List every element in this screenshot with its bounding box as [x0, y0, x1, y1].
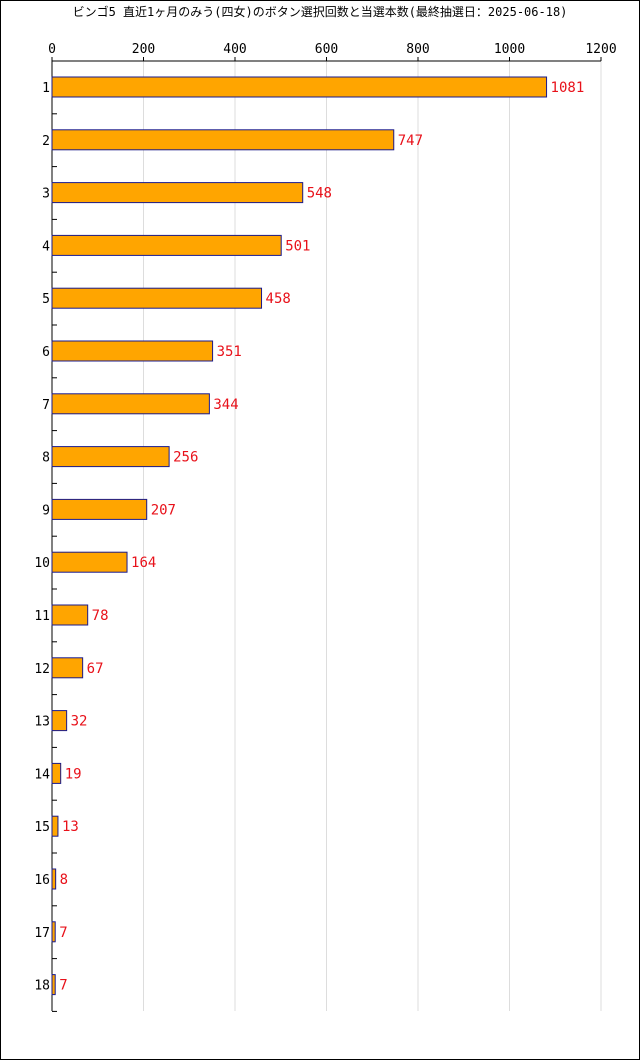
y-category-label: 15 — [34, 820, 50, 835]
data-label-15: 13 — [62, 819, 79, 835]
y-category-label: 6 — [42, 345, 50, 360]
x-tick-label: 800 — [406, 42, 429, 57]
data-label-17: 7 — [59, 925, 67, 941]
data-label-18: 7 — [59, 978, 67, 994]
y-category-label: 4 — [42, 239, 50, 254]
data-label-8: 256 — [173, 450, 198, 466]
data-label-2: 747 — [398, 133, 423, 149]
data-label-5: 458 — [266, 291, 291, 307]
y-category-label: 10 — [34, 556, 50, 571]
data-label-1: 1081 — [551, 80, 585, 96]
data-label-12: 67 — [87, 661, 104, 677]
bar-10 — [51, 551, 128, 573]
bar-1 — [51, 76, 548, 98]
bar-2 — [51, 129, 395, 151]
data-label-4: 501 — [285, 238, 310, 254]
y-category-label: 7 — [42, 398, 50, 413]
bar-6 — [51, 340, 214, 362]
bar-13 — [51, 710, 68, 732]
bar-4 — [51, 234, 282, 256]
bar-8 — [51, 446, 170, 468]
data-label-6: 351 — [217, 344, 242, 360]
bar-18 — [51, 974, 56, 996]
y-category-label: 12 — [34, 662, 50, 677]
chart-title: ビンゴ5 直近1ヶ月のみう(四女)のボタン選択回数と当選本数(最終抽選日：202… — [72, 5, 568, 19]
data-label-3: 548 — [307, 186, 332, 202]
y-category-label: 17 — [34, 926, 50, 941]
data-label-14: 19 — [65, 766, 82, 782]
bar-15 — [51, 815, 59, 837]
x-tick-label: 400 — [223, 42, 246, 57]
x-tick-label: 1000 — [494, 42, 525, 57]
y-category-label: 3 — [42, 187, 50, 202]
bar-7 — [51, 393, 210, 415]
data-label-13: 32 — [71, 714, 88, 730]
bar-3 — [51, 182, 304, 204]
y-category-label: 18 — [34, 979, 50, 994]
bar-17 — [51, 921, 56, 943]
x-tick-label: 600 — [315, 42, 338, 57]
y-category-label: 16 — [34, 873, 50, 888]
x-tick-label: 200 — [132, 42, 155, 57]
y-category-label: 11 — [34, 609, 50, 624]
y-category-label: 5 — [42, 292, 50, 307]
bar-9 — [51, 498, 148, 520]
y-category-label: 2 — [42, 134, 50, 149]
bar-16 — [51, 868, 57, 890]
data-label-7: 344 — [213, 397, 238, 413]
y-category-label: 1 — [42, 81, 50, 96]
bar-5 — [51, 287, 263, 309]
data-label-10: 164 — [131, 555, 156, 571]
y-category-label: 14 — [34, 767, 50, 782]
y-category-label: 9 — [42, 503, 50, 518]
bar-11 — [51, 604, 89, 626]
x-tick-label: 1200 — [585, 42, 616, 57]
y-category-label: 8 — [42, 451, 50, 466]
data-label-9: 207 — [151, 502, 176, 518]
data-label-16: 8 — [60, 872, 68, 888]
bar-14 — [51, 762, 62, 784]
data-label-11: 78 — [92, 608, 109, 624]
bar-12 — [51, 657, 84, 679]
y-category-label: 13 — [34, 715, 50, 730]
x-tick-label: 0 — [48, 42, 56, 57]
